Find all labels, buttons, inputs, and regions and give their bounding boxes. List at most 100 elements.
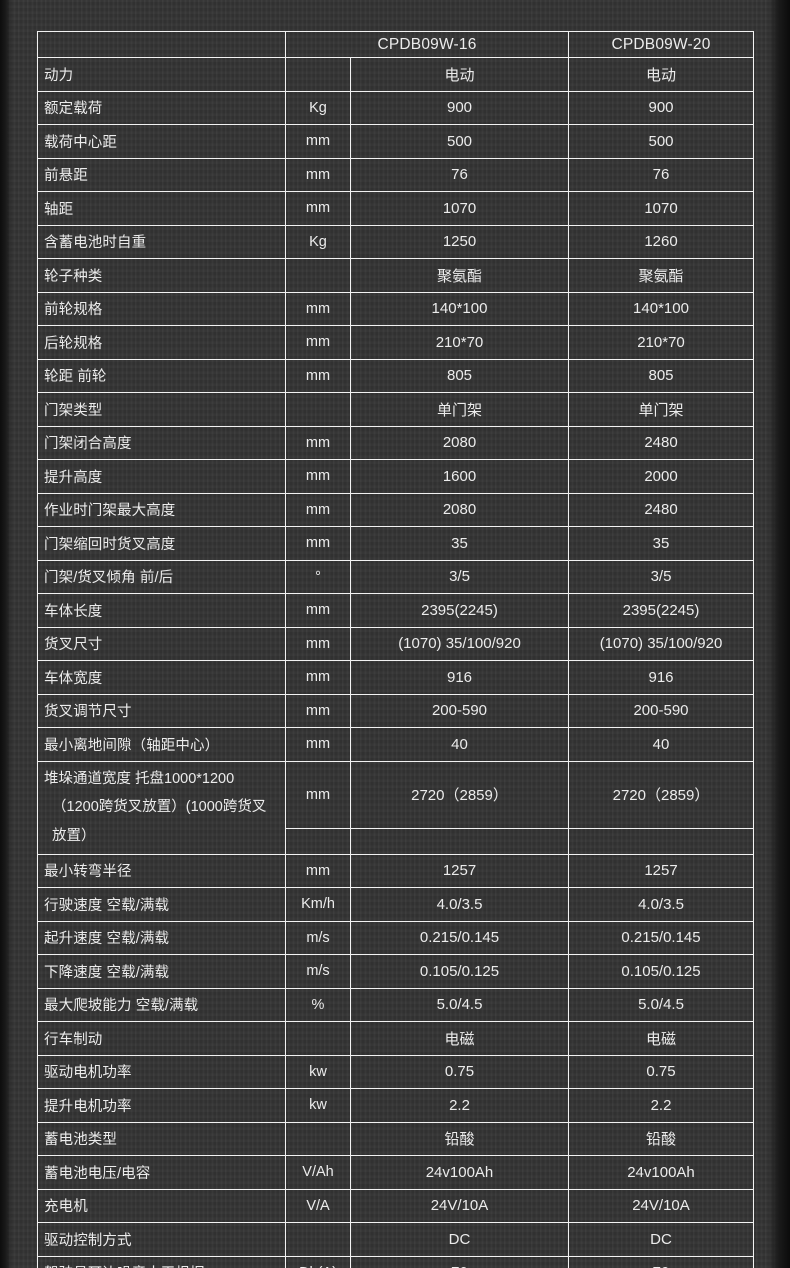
row-label: 货叉尺寸 <box>37 626 286 661</box>
row-unit: m/s <box>285 920 351 955</box>
row-value-model1: 2080 <box>350 492 569 527</box>
stack-aisle-label: 堆垛通道宽度 托盘1000*1200 （1200跨货叉放置）(1000跨货叉放置… <box>37 760 286 855</box>
row-label: 门架闭合高度 <box>37 425 286 460</box>
table-row: 动力 电动 电动 <box>37 57 754 92</box>
header-model-2: CPDB09W-20 <box>568 31 754 58</box>
row-value-model1: 140*100 <box>350 291 569 326</box>
row-value-model1: 0.215/0.145 <box>350 920 569 955</box>
row-unit <box>285 57 351 92</box>
row-value-model2: 1260 <box>568 224 754 259</box>
row-label: 行驶速度 空载/满载 <box>37 887 286 922</box>
row-value-model2: 35 <box>568 526 754 561</box>
row-value-model2: DC <box>568 1222 754 1257</box>
row-value-model2: 2000 <box>568 459 754 494</box>
row-unit <box>285 1121 351 1156</box>
table-row: 后轮规格 mm 210*70 210*70 <box>37 325 754 360</box>
table-row: 货叉调节尺寸 mm 200-590 200-590 <box>37 693 754 728</box>
row-label: 最大爬坡能力 空载/满载 <box>37 987 286 1022</box>
specification-table-container: CPDB09W-16 CPDB09W-20 动力 电动 电动 额定载荷 Kg 900 900… <box>37 31 754 1268</box>
row-value-model1: 2080 <box>350 425 569 460</box>
row-unit: Kg <box>285 224 351 259</box>
row-unit: mm <box>285 325 351 360</box>
row-value-model1: 0.105/0.125 <box>350 954 569 989</box>
table-body-upper: 动力 电动 电动 额定载荷 Kg 900 900 载荷中心距 mm 500 500 前悬距 mm 76 76… <box>37 57 754 762</box>
row-label: 后轮规格 <box>37 325 286 360</box>
table-row: 驾驶员耳边噪音水平根据EN12053Db(A)7070 <box>37 1255 754 1268</box>
left-edge-shading <box>0 0 12 1268</box>
row-value-model2: 铅酸 <box>568 1121 754 1156</box>
table-row: 轴距 mm 1070 1070 <box>37 191 754 226</box>
table-row: 门架缩回时货叉高度 mm 35 35 <box>37 526 754 561</box>
row-value-model1: 900 <box>350 90 569 125</box>
row-unit: mm <box>285 459 351 494</box>
table-row: 最大爬坡能力 空载/满载% 5.0/4.5 5.0/4.5 <box>37 987 754 1022</box>
row-value-model2: 900 <box>568 90 754 125</box>
row-unit: mm <box>285 593 351 628</box>
row-unit: V/A <box>285 1188 351 1223</box>
row-value-model2: 0.215/0.145 <box>568 920 754 955</box>
table-row: 轮子种类 聚氨酯 聚氨酯 <box>37 258 754 293</box>
row-label: 额定载荷 <box>37 90 286 125</box>
header-model-1: CPDB09W-16 <box>285 31 569 58</box>
row-label: 轴距 <box>37 191 286 226</box>
turn-radius-unit-spacer <box>285 827 351 855</box>
row-value-model2: 2480 <box>568 425 754 460</box>
row-value-model1: 0.75 <box>350 1054 569 1089</box>
table-row: 车体长度 mm 2395(2245) 2395(2245) <box>37 593 754 628</box>
row-label: 轮距 前轮 <box>37 358 286 393</box>
row-label: 车体宽度 <box>37 660 286 695</box>
table-row: 下降速度 空载/满载 m/s 0.105/0.125 0.105/0.125 <box>37 954 754 989</box>
row-unit: mm <box>285 291 351 326</box>
row-unit: Km/h <box>285 887 351 922</box>
row-value-model1: 电动 <box>350 57 569 92</box>
table-body-stack-block: 堆垛通道宽度 托盘1000*1200 （1200跨货叉放置）(1000跨货叉放置… <box>37 760 754 888</box>
table-row: 货叉尺寸 mm (1070) 35/100/920 (1070) 35/100/920 <box>37 626 754 661</box>
row-value-model1: 1250 <box>350 224 569 259</box>
row-label: 含蓄电池时自重 <box>37 224 286 259</box>
row-value-model2: 0.75 <box>568 1054 754 1089</box>
table-row-stack-aisle: 堆垛通道宽度 托盘1000*1200 （1200跨货叉放置）(1000跨货叉放置… <box>37 760 754 855</box>
table-row-turn-radius-values <box>38 827 754 855</box>
table-row: 车体宽度 mm 916 916 <box>37 660 754 695</box>
stack-aisle-value-model2: 2720（2859） <box>568 760 754 829</box>
row-value-model1: 1600 <box>350 459 569 494</box>
row-value-model1: 70 <box>350 1255 569 1268</box>
table-row: 驱动电机功率 kw 0.75 0.75 <box>37 1054 754 1089</box>
row-label: 车体长度 <box>37 593 286 628</box>
row-unit <box>285 1021 351 1056</box>
row-label: 驱动控制方式 <box>37 1222 286 1257</box>
row-value-model2: 40 <box>568 727 754 762</box>
specification-table: CPDB09W-16 CPDB09W-20 动力 电动 电动 额定载荷 Kg 900 900… <box>37 31 754 1268</box>
row-value-model1: 聚氨酯 <box>350 258 569 293</box>
row-label: 提升电机功率 <box>37 1088 286 1123</box>
table-row: 充电机 V/A 24V/10A 24V/10A <box>37 1188 754 1223</box>
row-label: 前悬距 <box>37 157 286 192</box>
row-label: 作业时门架最大高度 <box>37 492 286 527</box>
table-row-turn-radius: 最小转弯半径 mm 1257 1257 <box>37 853 754 888</box>
row-value-model1: 40 <box>350 727 569 762</box>
row-value-model2: 单门架 <box>568 392 754 427</box>
table-row: 提升电机功率 kw 2.2 2.2 <box>37 1088 754 1123</box>
table-row: 门架类型 单门架 单门架 <box>37 392 754 427</box>
row-label: 门架/货叉倾角 前/后 <box>37 559 286 594</box>
row-value-model1: 805 <box>350 358 569 393</box>
row-value-model1: 24v100Ah <box>350 1155 569 1190</box>
table-row: 含蓄电池时自重 Kg 1250 1260 <box>37 224 754 259</box>
row-value-model2: 500 <box>568 124 754 159</box>
row-label: 门架缩回时货叉高度 <box>37 526 286 561</box>
row-unit: mm <box>285 660 351 695</box>
right-edge-shading <box>768 0 790 1268</box>
row-value-model2: 2395(2245) <box>568 593 754 628</box>
row-label: 蓄电池类型 <box>37 1121 286 1156</box>
row-value-model2: 916 <box>568 660 754 695</box>
table-row: 提升高度 mm 1600 2000 <box>37 459 754 494</box>
row-unit: mm <box>285 157 351 192</box>
row-value-model1: 200-590 <box>350 693 569 728</box>
row-label: 载荷中心距 <box>37 124 286 159</box>
row-value-model1: 铅酸 <box>350 1121 569 1156</box>
turn-radius-label: 最小转弯半径 <box>37 853 286 888</box>
row-value-model2: 70 <box>568 1255 754 1268</box>
turn-radius-value-model1: 1257 <box>350 853 569 888</box>
row-value-model2: 聚氨酯 <box>568 258 754 293</box>
row-value-model2: 3/5 <box>568 559 754 594</box>
